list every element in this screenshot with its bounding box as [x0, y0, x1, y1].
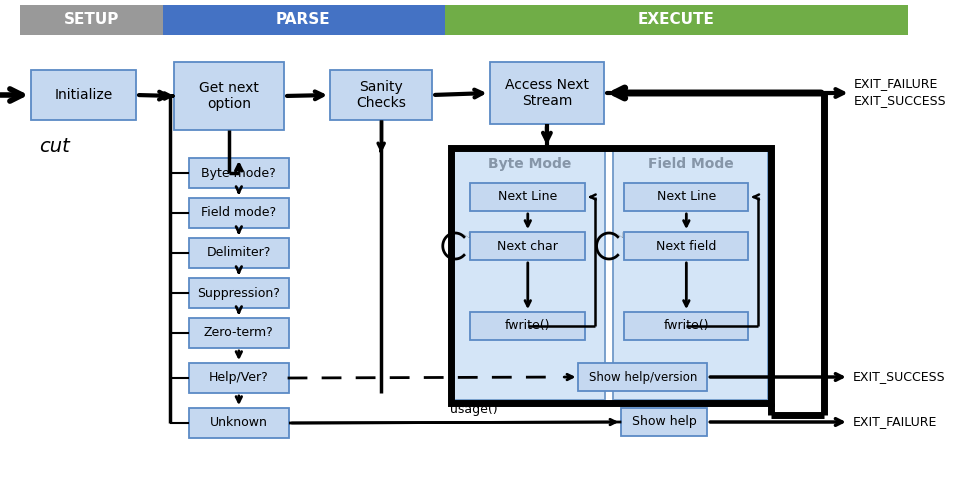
Text: Field Mode: Field Mode — [648, 157, 733, 171]
FancyBboxPatch shape — [31, 70, 136, 120]
FancyBboxPatch shape — [621, 408, 708, 436]
FancyBboxPatch shape — [579, 363, 708, 391]
FancyBboxPatch shape — [189, 238, 289, 268]
Text: Initialize: Initialize — [55, 88, 112, 102]
FancyBboxPatch shape — [490, 62, 604, 124]
FancyBboxPatch shape — [330, 70, 432, 120]
Text: Byte Mode: Byte Mode — [488, 157, 571, 171]
FancyBboxPatch shape — [624, 312, 749, 340]
FancyBboxPatch shape — [470, 183, 585, 211]
FancyBboxPatch shape — [189, 198, 289, 228]
Text: Show help: Show help — [632, 416, 697, 428]
Text: cut: cut — [38, 137, 69, 156]
Text: Help/Ver?: Help/Ver? — [209, 372, 269, 384]
Text: Next field: Next field — [656, 240, 716, 252]
Bar — [163, 5, 444, 35]
Text: Unknown: Unknown — [210, 416, 268, 430]
Bar — [444, 5, 908, 35]
FancyBboxPatch shape — [470, 232, 585, 260]
FancyBboxPatch shape — [624, 232, 749, 260]
Text: Next Line: Next Line — [657, 190, 716, 203]
Text: Next Line: Next Line — [498, 190, 558, 203]
Text: EXECUTE: EXECUTE — [637, 12, 714, 28]
Text: SETUP: SETUP — [63, 12, 119, 28]
Text: Suppression?: Suppression? — [198, 286, 280, 300]
FancyBboxPatch shape — [175, 62, 284, 130]
Text: Delimiter?: Delimiter? — [206, 246, 271, 260]
FancyBboxPatch shape — [189, 408, 289, 438]
Text: Show help/version: Show help/version — [588, 370, 697, 384]
Text: EXIT_SUCCESS: EXIT_SUCCESS — [852, 370, 946, 384]
Text: fwrite(): fwrite() — [505, 320, 550, 332]
Text: Next char: Next char — [497, 240, 558, 252]
FancyBboxPatch shape — [470, 312, 585, 340]
FancyBboxPatch shape — [189, 278, 289, 308]
Bar — [19, 5, 163, 35]
Text: PARSE: PARSE — [276, 12, 330, 28]
Text: Sanity
Checks: Sanity Checks — [356, 80, 406, 110]
FancyBboxPatch shape — [612, 150, 769, 400]
Text: Get next
option: Get next option — [200, 81, 259, 111]
Text: Access Next
Stream: Access Next Stream — [505, 78, 588, 108]
Text: fwrite(): fwrite() — [663, 320, 709, 332]
FancyBboxPatch shape — [189, 318, 289, 348]
Text: EXIT_FAILURE: EXIT_FAILURE — [853, 78, 938, 90]
Text: EXIT_FAILURE: EXIT_FAILURE — [852, 416, 937, 428]
FancyBboxPatch shape — [189, 158, 289, 188]
Text: Field mode?: Field mode? — [202, 206, 276, 220]
Text: EXIT_SUCCESS: EXIT_SUCCESS — [853, 94, 947, 108]
Text: usage(): usage() — [450, 403, 498, 416]
Text: Byte mode?: Byte mode? — [202, 166, 276, 179]
FancyBboxPatch shape — [189, 363, 289, 393]
Text: Zero-term?: Zero-term? — [204, 326, 274, 340]
FancyBboxPatch shape — [624, 183, 749, 211]
FancyBboxPatch shape — [454, 150, 605, 400]
